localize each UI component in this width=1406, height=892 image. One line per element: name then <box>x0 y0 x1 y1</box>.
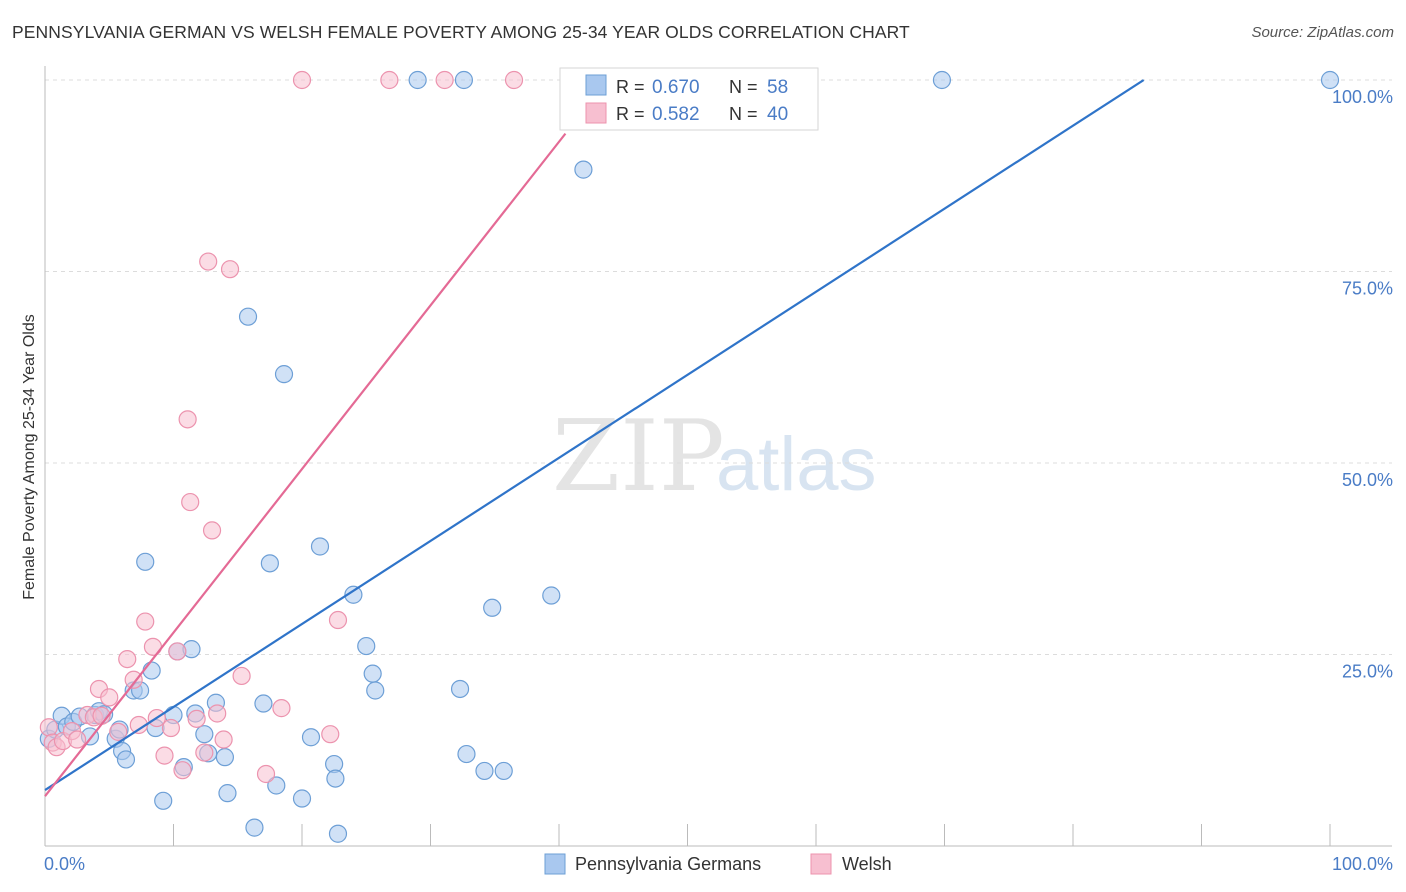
welsh-point <box>232 666 251 686</box>
legend: Pennsylvania Germans Welsh <box>544 853 892 875</box>
pennsylvania-germans-point <box>574 160 593 179</box>
welsh-point <box>208 704 227 723</box>
pennsylvania-germans-point <box>344 585 363 604</box>
welsh-trend-line <box>44 132 567 797</box>
welsh-point <box>39 718 58 737</box>
x-tick-label: 100.0% <box>1332 854 1393 874</box>
stats-n-label-blue: N = <box>729 77 758 97</box>
welsh-point <box>109 722 128 741</box>
pennsylvania-germans-point <box>363 664 382 683</box>
welsh-point <box>178 410 197 429</box>
legend-swatch-pink <box>810 853 832 875</box>
y-axis-label: Female Poverty Among 25-34 Year Olds <box>21 314 38 600</box>
welsh-point <box>321 725 340 744</box>
welsh-point <box>136 612 155 631</box>
welsh-point <box>173 761 192 780</box>
source-credit: Source: ZipAtlas.com <box>1251 24 1394 41</box>
y-tick-label: 50.0% <box>1342 470 1393 490</box>
axes <box>44 66 1392 847</box>
legend-swatch-blue <box>544 853 566 875</box>
y-tick-label: 100.0% <box>1332 87 1393 107</box>
pennsylvania-germans-point <box>218 784 237 803</box>
pennsylvania-germans-point <box>328 824 348 843</box>
welsh-point <box>328 610 348 630</box>
pennsylvania-germans-point <box>357 636 376 656</box>
stats-box: R = 0.670 N = 58 R = 0.582 N = 40 <box>559 67 819 131</box>
pennsylvania-germans-point <box>215 748 234 767</box>
pennsylvania-germans-point <box>195 725 214 744</box>
welsh-point <box>272 699 291 718</box>
stats-n-label-pink: N = <box>729 104 758 124</box>
welsh-point <box>202 521 222 540</box>
chart-title: PENNSYLVANIA GERMAN VS WELSH FEMALE POVE… <box>12 22 910 42</box>
pennsylvania-germans-point <box>1320 70 1340 90</box>
welsh-point <box>292 70 312 90</box>
welsh-point <box>256 764 276 784</box>
pennsylvania-germans-point <box>454 70 474 90</box>
pennsylvania-germans-point <box>366 681 385 700</box>
pennsylvania-germans-point <box>254 694 273 713</box>
pennsylvania-germans-point <box>475 761 494 781</box>
pennsylvania-germans-point <box>142 661 161 680</box>
welsh-point <box>155 746 174 765</box>
y-tick-label: 75.0% <box>1342 279 1393 299</box>
welsh-point <box>118 649 137 669</box>
welsh-point <box>199 252 218 271</box>
stats-r-value-blue: 0.670 <box>652 77 700 98</box>
pennsylvania-germans-point <box>260 554 279 573</box>
watermark: ZIP atlas <box>552 400 877 514</box>
welsh-point <box>220 260 240 279</box>
welsh-point <box>195 743 214 762</box>
watermark-atlas: atlas <box>716 422 877 507</box>
welsh-point <box>435 70 454 90</box>
stats-n-value-pink: 40 <box>767 104 788 125</box>
welsh-point <box>214 730 233 749</box>
legend-label-welsh: Welsh <box>842 854 892 874</box>
welsh-point <box>504 70 524 90</box>
grid-lines <box>45 79 1392 655</box>
watermark-zip: ZIP <box>552 400 725 514</box>
welsh-point <box>181 492 200 512</box>
tick-labels: 25.0% 50.0% 75.0% 100.0% 0.0% 100.0% <box>44 87 1393 874</box>
pennsylvania-germans-trend-line <box>44 79 1145 792</box>
pennsylvania-germans-point <box>457 744 476 764</box>
pennsylvania-germans-point <box>310 537 330 556</box>
stats-r-label-blue: R = <box>616 77 645 97</box>
pennsylvania-germans-point <box>292 789 312 808</box>
pennsylvania-germans-point <box>408 70 427 90</box>
welsh-point <box>187 709 206 728</box>
pennsylvania-germans-point <box>274 365 294 384</box>
stats-n-value-blue: 58 <box>767 77 788 98</box>
pennsylvania-germans-point <box>301 728 321 747</box>
welsh-point <box>124 670 143 689</box>
stats-swatch-blue <box>585 74 607 96</box>
pennsylvania-germans-point <box>450 679 470 699</box>
welsh-point <box>161 718 181 738</box>
trend-lines <box>44 79 1145 797</box>
pennsylvania-germans-point <box>494 761 513 781</box>
welsh-point <box>68 730 87 749</box>
welsh-point <box>380 70 399 90</box>
stats-r-label-pink: R = <box>616 104 645 124</box>
pennsylvania-germans-point <box>245 818 264 837</box>
welsh-point <box>100 688 119 707</box>
pennsylvania-germans-point <box>136 552 155 571</box>
pennsylvania-germans-point <box>542 586 561 605</box>
pennsylvania-germans-point <box>238 307 258 326</box>
pennsylvania-germans-point <box>116 750 136 769</box>
pennsylvania-germans-point <box>483 598 502 617</box>
legend-label-pennsylvania-germans: Pennsylvania Germans <box>575 854 761 874</box>
welsh-points <box>39 70 524 784</box>
welsh-point <box>168 642 187 661</box>
pennsylvania-germans-point <box>267 776 286 795</box>
pennsylvania-germans-point <box>326 769 345 788</box>
pennsylvania-germans-point <box>932 70 952 90</box>
stats-swatch-pink <box>585 102 607 124</box>
x-tick-label: 0.0% <box>44 854 85 874</box>
stats-r-value-pink: 0.582 <box>652 104 700 125</box>
pennsylvania-germans-point <box>154 791 173 810</box>
y-tick-label: 25.0% <box>1342 662 1393 682</box>
